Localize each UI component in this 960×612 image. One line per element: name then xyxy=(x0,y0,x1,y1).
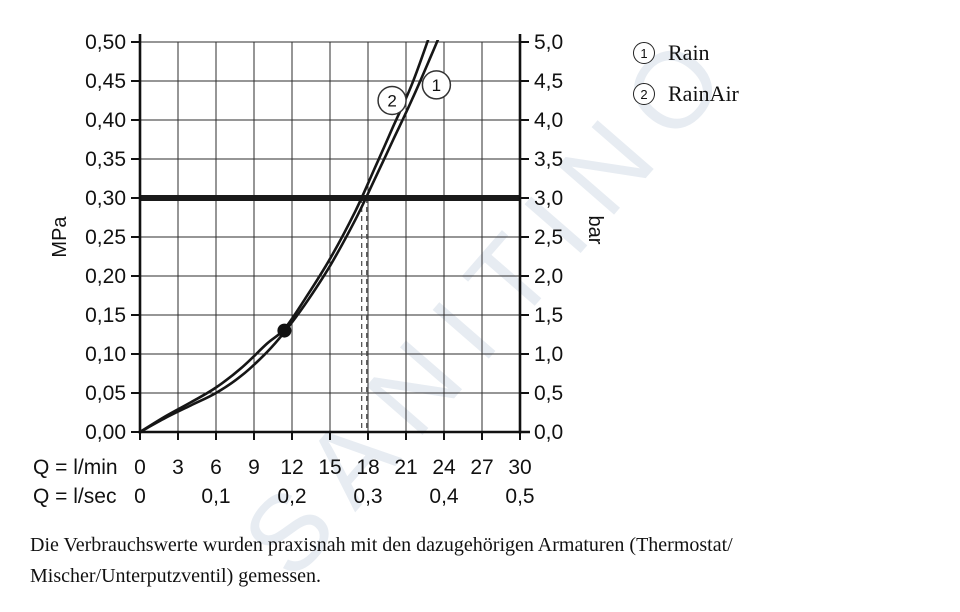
x-tick-label-lmin: 6 xyxy=(210,456,222,479)
x-axis-caption-lsec: Q = l/sec xyxy=(33,485,116,508)
y-right-tick-label: 3,0 xyxy=(534,187,563,210)
y-right-tick-label: 4,5 xyxy=(534,70,563,93)
y-right-tick-label: 1,0 xyxy=(534,343,563,366)
x-axis-caption-lmin: Q = l/min xyxy=(33,456,118,479)
y-left-tick-label: 0,10 xyxy=(85,343,126,366)
x-tick-label-lmin: 18 xyxy=(356,456,379,479)
footnote-line-2: Mischer/Unterputzventil) gemessen. xyxy=(30,565,322,587)
x-tick-label-lmin: 9 xyxy=(248,456,260,479)
y-right-tick-label: 2,5 xyxy=(534,226,563,249)
legend-label-rain: Rain xyxy=(668,40,710,65)
y-right-tick-label: 5,0 xyxy=(534,31,563,54)
legend: 1 Rain 2 RainAir xyxy=(633,40,739,122)
y-right-tick-label: 3,5 xyxy=(534,148,563,171)
series-annotation-circle-2 xyxy=(377,85,407,116)
x-tick-label-lsec: 0 xyxy=(134,485,146,508)
y-right-tick-label: 1,5 xyxy=(534,304,563,327)
y-left-tick-label: 0,20 xyxy=(85,265,126,288)
legend-item-rainair: 2 RainAir xyxy=(633,81,739,107)
footnote-line-1: Die Verbrauchswerte wurden praxisnah mit… xyxy=(30,534,733,556)
y-left-axis-unit: MPa xyxy=(49,216,71,258)
x-tick-label-lsec: 0,4 xyxy=(429,485,459,508)
x-tick-label-lsec: 0,1 xyxy=(201,485,230,508)
x-tick-label-lmin: 21 xyxy=(394,456,417,479)
y-right-tick-label: 2,0 xyxy=(534,265,563,288)
footnote: Die Verbrauchswerte wurden praxisnah mit… xyxy=(30,530,940,592)
x-tick-label-lmin: 15 xyxy=(318,456,341,479)
y-left-tick-label: 0,45 xyxy=(85,70,126,93)
series-annotation-number-2: 2 xyxy=(387,92,396,111)
x-tick-label-lmin: 27 xyxy=(470,456,493,479)
x-tick-label-lmin: 12 xyxy=(280,456,303,479)
y-right-axis-unit: bar xyxy=(584,216,606,245)
y-left-tick-label: 0,25 xyxy=(85,226,126,249)
y-right-tick-label: 0,5 xyxy=(534,382,563,405)
curve-marker-dot xyxy=(277,323,292,338)
y-left-tick-label: 0,50 xyxy=(85,31,126,54)
y-right-tick-label: 0,0 xyxy=(534,421,563,444)
y-left-tick-label: 0,40 xyxy=(85,109,126,132)
series-annotation-circle-1 xyxy=(421,70,452,100)
y-left-tick-label: 0,05 xyxy=(85,382,126,405)
legend-circle-1: 1 xyxy=(633,42,655,64)
x-tick-label-lsec: 0,3 xyxy=(353,485,382,508)
legend-label-rainair: RainAir xyxy=(668,81,739,106)
x-tick-label-lmin: 3 xyxy=(172,456,184,479)
y-left-tick-label: 0,30 xyxy=(85,187,126,210)
legend-circle-2: 2 xyxy=(633,83,655,105)
y-right-tick-label: 4,0 xyxy=(534,109,563,132)
y-left-tick-label: 0,15 xyxy=(85,304,126,327)
y-left-tick-label: 0,00 xyxy=(85,421,126,444)
x-tick-label-lmin: 24 xyxy=(432,456,456,479)
x-tick-label-lsec: 0,5 xyxy=(505,485,534,508)
x-tick-label-lsec: 0,2 xyxy=(277,485,306,508)
curve-rain xyxy=(140,40,440,432)
legend-item-rain: 1 Rain xyxy=(633,40,739,66)
curve-rainair xyxy=(140,40,430,432)
y-left-tick-label: 0,35 xyxy=(85,148,126,171)
x-tick-label-lmin: 30 xyxy=(508,456,531,479)
series-annotation-number-1: 1 xyxy=(432,76,441,95)
x-tick-label-lmin: 0 xyxy=(134,456,146,479)
